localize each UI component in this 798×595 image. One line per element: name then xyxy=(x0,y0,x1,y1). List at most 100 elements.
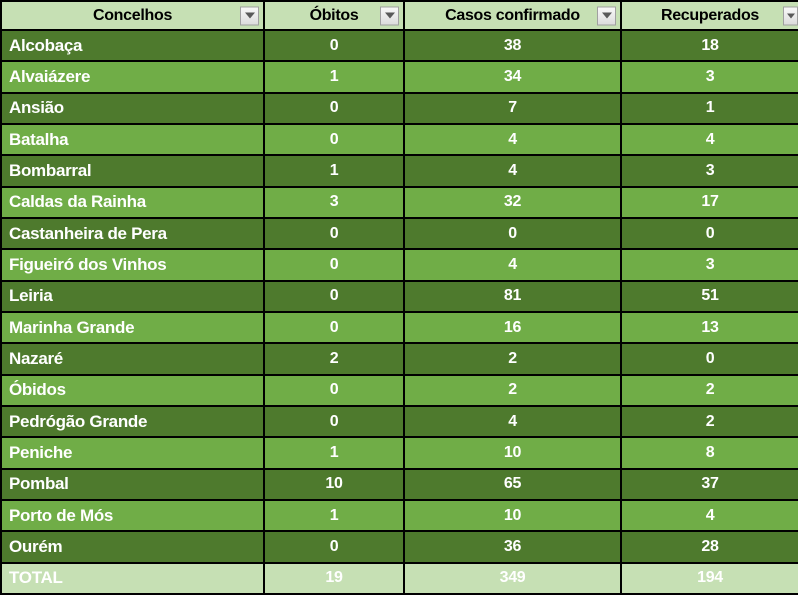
filter-dropdown-icon xyxy=(786,13,795,18)
cell-obitos: 0 xyxy=(263,122,405,157)
cell-concelho: Ansião xyxy=(0,91,265,125)
total-recuperados-cell: 194 xyxy=(620,561,798,595)
cell-casos-confirmado: 65 xyxy=(403,467,622,501)
cell-recuperados: 0 xyxy=(620,342,798,376)
cell-obitos: 3 xyxy=(263,185,405,219)
cell-concelho: Marinha Grande xyxy=(0,310,265,345)
cell-recuperados: 51 xyxy=(620,279,798,313)
cell-recuperados: 0 xyxy=(620,216,798,251)
cell-obitos: 1 xyxy=(263,60,405,94)
cell-concelho: Alvaiázere xyxy=(0,60,265,94)
cell-recuperados: 1 xyxy=(620,91,798,125)
table-row: Bombarral 1 4 3 xyxy=(0,154,798,188)
cell-recuperados: 3 xyxy=(620,154,798,188)
header-row: Concelhos Óbitos Casos confirmado Recupe… xyxy=(0,0,798,31)
cell-concelho: Nazaré xyxy=(0,342,265,376)
header-casos-confirmado: Casos confirmado xyxy=(403,0,622,31)
total-label-cell: TOTAL xyxy=(0,561,265,595)
cell-casos-confirmado: 38 xyxy=(403,28,622,63)
table-row: Caldas da Rainha 3 32 17 xyxy=(0,185,798,219)
cell-concelho: Alcobaça xyxy=(0,28,265,63)
table-row: Pedrógão Grande 0 4 2 xyxy=(0,404,798,439)
cell-concelho: Ourém xyxy=(0,530,265,564)
cell-concelho: Caldas da Rainha xyxy=(0,185,265,219)
filter-dropdown-icon xyxy=(601,12,612,19)
table-row: Óbidos 0 2 2 xyxy=(0,373,798,407)
table-row: Alcobaça 0 38 18 xyxy=(0,28,798,63)
table-body: Alcobaça 0 38 18 Alvaiázere 1 34 3 Ansiã… xyxy=(0,28,798,564)
table-row: Leiria 0 81 51 xyxy=(0,279,798,313)
cell-casos-confirmado: 34 xyxy=(403,60,622,94)
cell-concelho: Leiria xyxy=(0,279,265,313)
filter-dropdown-button-casos[interactable] xyxy=(597,6,616,25)
cell-concelho: Bombarral xyxy=(0,154,265,188)
cell-obitos: 0 xyxy=(263,279,405,313)
cell-casos-confirmado: 36 xyxy=(403,530,622,564)
cell-recuperados: 18 xyxy=(620,28,798,63)
header-recuperados-label: Recuperados xyxy=(660,6,760,24)
header-concelhos: Concelhos xyxy=(0,0,265,31)
filter-dropdown-button-concelhos[interactable] xyxy=(240,6,259,25)
cell-casos-confirmado: 7 xyxy=(403,91,622,125)
cell-obitos: 0 xyxy=(263,216,405,251)
cell-concelho: Pombal xyxy=(0,467,265,501)
table-row: Pombal 10 65 37 xyxy=(0,467,798,501)
table-row: Nazaré 2 2 0 xyxy=(0,342,798,376)
cell-obitos: 1 xyxy=(263,436,405,470)
total-row: TOTAL 19 349 194 xyxy=(0,561,798,595)
cell-casos-confirmado: 4 xyxy=(403,122,622,157)
table-row: Ourém 0 36 28 xyxy=(0,530,798,564)
table-row: Ansião 0 7 1 xyxy=(0,91,798,125)
cell-casos-confirmado: 0 xyxy=(403,216,622,251)
cell-recuperados: 2 xyxy=(620,404,798,439)
cell-obitos: 0 xyxy=(263,404,405,439)
cell-casos-confirmado: 32 xyxy=(403,185,622,219)
cell-casos-confirmado: 10 xyxy=(403,436,622,470)
cell-concelho: Batalha xyxy=(0,122,265,157)
table-row: Peniche 1 10 8 xyxy=(0,436,798,470)
cell-casos-confirmado: 4 xyxy=(403,404,622,439)
cell-recuperados: 4 xyxy=(620,122,798,157)
cell-concelho: Óbidos xyxy=(0,373,265,407)
table-row: Figueiró dos Vinhos 0 4 3 xyxy=(0,248,798,282)
table-row: Batalha 0 4 4 xyxy=(0,122,798,157)
cell-recuperados: 8 xyxy=(620,436,798,470)
cell-concelho: Porto de Mós xyxy=(0,498,265,533)
filter-dropdown-button-recuperados[interactable] xyxy=(783,6,797,25)
table-header: Concelhos Óbitos Casos confirmado Recupe… xyxy=(0,0,798,31)
cell-recuperados: 13 xyxy=(620,310,798,345)
cell-obitos: 1 xyxy=(263,154,405,188)
cell-casos-confirmado: 2 xyxy=(403,373,622,407)
cell-obitos: 0 xyxy=(263,28,405,63)
table-row: Alvaiázere 1 34 3 xyxy=(0,60,798,94)
cell-concelho: Figueiró dos Vinhos xyxy=(0,248,265,282)
total-obitos-cell: 19 xyxy=(263,561,405,595)
cell-obitos: 0 xyxy=(263,530,405,564)
header-casos-confirmado-label: Casos confirmado xyxy=(445,6,580,24)
cell-casos-confirmado: 4 xyxy=(403,154,622,188)
cell-concelho: Castanheira de Pera xyxy=(0,216,265,251)
header-recuperados: Recuperados xyxy=(620,0,798,31)
table-row: Castanheira de Pera 0 0 0 xyxy=(0,216,798,251)
cell-obitos: 2 xyxy=(263,342,405,376)
cell-casos-confirmado: 4 xyxy=(403,248,622,282)
cell-obitos: 10 xyxy=(263,467,405,501)
table-row: Porto de Mós 1 10 4 xyxy=(0,498,798,533)
filter-dropdown-button-obitos[interactable] xyxy=(380,6,399,25)
cell-casos-confirmado: 16 xyxy=(403,310,622,345)
cell-concelho: Pedrógão Grande xyxy=(0,404,265,439)
cell-obitos: 1 xyxy=(263,498,405,533)
cell-obitos: 0 xyxy=(263,373,405,407)
cell-casos-confirmado: 2 xyxy=(403,342,622,376)
header-obitos-label: Óbitos xyxy=(309,6,359,24)
filter-dropdown-icon xyxy=(384,12,395,19)
cell-casos-confirmado: 81 xyxy=(403,279,622,313)
total-casos-cell: 349 xyxy=(403,561,622,595)
table-row: Marinha Grande 0 16 13 xyxy=(0,310,798,345)
cell-recuperados: 28 xyxy=(620,530,798,564)
cell-recuperados: 4 xyxy=(620,498,798,533)
cell-recuperados: 2 xyxy=(620,373,798,407)
cell-obitos: 0 xyxy=(263,248,405,282)
